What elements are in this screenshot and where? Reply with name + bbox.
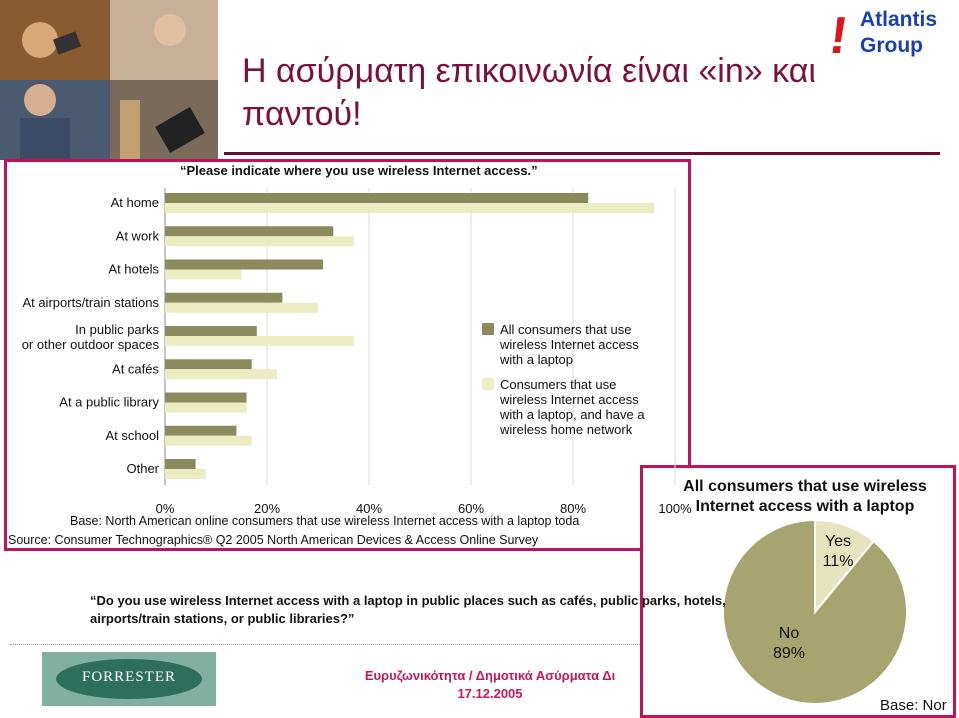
bar-chart-bar xyxy=(165,402,247,413)
bar-chart-question: “Please indicate where you use wireless … xyxy=(180,163,538,178)
bar-chart-bar xyxy=(165,425,237,436)
bar-chart-legend-label: with a laptop, and have a xyxy=(499,407,645,422)
bar-chart-frame xyxy=(4,159,691,551)
bar-chart-x-tick-label: 80% xyxy=(560,501,586,516)
bar-chart-bar xyxy=(165,269,242,280)
pie-chart-value-label: 11% xyxy=(823,553,854,570)
bar-chart-bar xyxy=(165,469,206,479)
bar-chart-category-label: At airports/train stations xyxy=(22,295,159,310)
bar-chart-x-tick-label: 60% xyxy=(458,501,484,516)
footer-topic: Ευρυζωνικότητα / Δημοτικά Ασύρματα Δι xyxy=(364,668,616,683)
slide-title: Η ασύρματη επικοινωνία είναι «in» και πα… xyxy=(242,50,882,136)
bar-chart-bar xyxy=(165,336,354,346)
pie-chart-slice-label: Yes xyxy=(825,533,851,550)
bar-chart-legend-label: All consumers that use xyxy=(500,322,632,337)
bar-chart-legend-swatch xyxy=(482,323,494,335)
bar-chart-bar xyxy=(165,236,354,247)
bar-chart-x-tick-label: 100% xyxy=(658,501,692,516)
bar-chart-bar xyxy=(165,359,252,370)
atlantis-group-logo: ! Atlantis Group xyxy=(826,6,956,65)
bar-chart-legend-label: wireless Internet access xyxy=(499,337,639,352)
forrester-logo-oval xyxy=(56,659,202,699)
laptop-public-places-question: “Do you use wireless Internet access wit… xyxy=(90,593,726,626)
forrester-logo-text: FORRESTER xyxy=(81,669,177,685)
pie-title-line1: All consumers that use wireless xyxy=(683,478,927,495)
bar-chart-bar xyxy=(165,459,196,469)
bar-chart-category-label: or other outdoor spaces xyxy=(22,337,160,352)
pie-title-line2: Internet access with a laptop xyxy=(695,498,915,515)
bar-chart-category-label: At school xyxy=(106,428,160,443)
bar-chart-legend-swatch xyxy=(482,378,494,390)
bar-chart-x-tick-label: 20% xyxy=(254,501,280,516)
bar-chart-category-label: At home xyxy=(111,195,159,210)
photo-collage-image xyxy=(0,0,218,160)
bar-chart-bar xyxy=(165,193,589,203)
logo-word-atlantis: Atlantis xyxy=(860,8,938,31)
bar-chart-bar xyxy=(165,302,318,313)
bar-chart-x-tick-label: 40% xyxy=(356,501,382,516)
footer-date: 17.12.2005 xyxy=(457,686,523,701)
slide-title-line1: Η ασύρματη επικοινωνία είναι «in» και xyxy=(242,52,816,90)
bar-chart-bar xyxy=(165,369,278,380)
bar-chart-category-label: At work xyxy=(116,228,160,243)
bar-chart-category-label: At hotels xyxy=(108,262,159,277)
bar-chart-bar xyxy=(165,226,334,237)
bar-chart-base-note: Base: North American online consumers th… xyxy=(70,514,580,528)
slide-title-line2: παντού! xyxy=(242,95,362,133)
footer-divider xyxy=(10,644,640,645)
bar-chart-legend-label: wireless Internet access xyxy=(499,392,639,407)
bar-chart-bar xyxy=(165,203,655,213)
bar-chart-category-label: In public parks xyxy=(75,322,159,337)
bar-chart-legend-label: Consumers that use xyxy=(500,377,616,392)
slide-footer: Ευρυζωνικότητα / Δημοτικά Ασύρματα Δι 17… xyxy=(300,667,680,703)
bar-chart-bar xyxy=(165,259,324,270)
title-divider xyxy=(224,152,940,155)
pie-chart-value-label: 89% xyxy=(773,645,805,662)
pie-chart-slice xyxy=(722,518,908,705)
bar-chart-source-note: Source: Consumer Technographics® Q2 2005… xyxy=(8,533,539,547)
bar-chart-legend-label: wireless home network xyxy=(499,422,633,437)
pie-chart-title: All consumers that use wireless Internet… xyxy=(655,477,955,517)
bar-chart-category-label: At a public library xyxy=(59,395,159,410)
forrester-logo: FORRESTER xyxy=(42,652,216,706)
pie-chart-base-note: Base: Nor xyxy=(880,697,947,714)
bar-chart-legend-label: with a laptop xyxy=(499,352,573,367)
logo-word-group: Group xyxy=(860,34,923,57)
bar-chart-bar xyxy=(165,292,283,303)
bar-chart-bar xyxy=(165,392,247,403)
header-photo-collage xyxy=(0,0,218,160)
bar-chart-bar xyxy=(165,435,252,446)
bar-chart-x-tick-label: 0% xyxy=(156,501,175,516)
pie-chart-slice-label: No xyxy=(779,625,800,642)
bar-chart-bar xyxy=(165,326,257,336)
bar-chart-category-label: At cafés xyxy=(112,361,159,376)
bar-chart-category-label: Other xyxy=(126,461,159,476)
